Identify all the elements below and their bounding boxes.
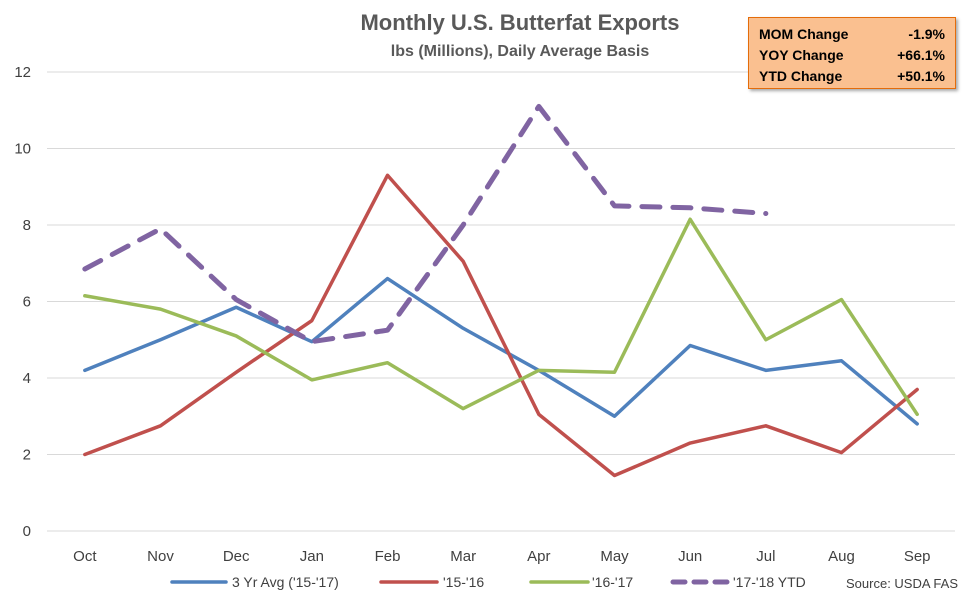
legend-label: '15-'16 <box>443 574 484 590</box>
y-tick-label: 2 <box>23 447 31 464</box>
legend-label: '17-'18 YTD <box>733 574 806 590</box>
stat-label: MOM Change <box>759 26 849 42</box>
x-tick-label: Sep <box>904 548 931 565</box>
stat-label: YOY Change <box>759 47 844 63</box>
series-line-1 <box>83 173 919 478</box>
x-axis-ticks: Oct Nov Dec Jan Feb Mar Apr May Jun Jul Aug Sep <box>73 548 930 565</box>
series-line-3 <box>82 103 769 345</box>
legend: 3 Yr Avg ('15-'17) '15-'16 '16-'17 '17-'18 … <box>170 574 806 590</box>
source-note: Source: USDA FAS <box>846 576 958 591</box>
chart-title: Monthly U.S. Butterfat Exports <box>360 10 679 35</box>
change-summary-box: MOM Change -1.9% YOY Change +66.1% YTD C… <box>748 17 956 89</box>
x-tick-label: Feb <box>375 548 401 565</box>
x-tick-label: Dec <box>223 548 250 565</box>
y-tick-label: 4 <box>23 370 31 387</box>
stat-value: +66.1% <box>897 47 945 63</box>
stat-row-ytd: YTD Change +50.1% <box>759 66 945 87</box>
x-tick-label: Nov <box>147 548 174 565</box>
stat-value: +50.1% <box>897 68 945 84</box>
x-tick-label: Aug <box>828 548 855 565</box>
series-lines <box>82 103 919 478</box>
y-tick-label: 8 <box>23 217 31 234</box>
stat-row-mom: MOM Change -1.9% <box>759 24 945 45</box>
x-tick-label: Jul <box>756 548 775 565</box>
y-tick-label: 10 <box>14 141 31 158</box>
chart-subtitle: lbs (Millions), Daily Average Basis <box>391 43 650 60</box>
gridlines <box>47 71 955 532</box>
y-tick-label: 0 <box>23 523 31 540</box>
stat-row-yoy: YOY Change +66.1% <box>759 45 945 66</box>
y-axis-ticks: 0 2 4 6 8 10 12 <box>14 64 31 540</box>
stat-label: YTD Change <box>759 68 843 84</box>
y-tick-label: 12 <box>14 64 31 81</box>
series-line-2 <box>83 217 919 417</box>
x-tick-label: Mar <box>450 548 476 565</box>
legend-label: 3 Yr Avg ('15-'17) <box>232 574 339 590</box>
stat-value: -1.9% <box>908 26 945 42</box>
x-tick-label: Jun <box>678 548 702 565</box>
x-tick-label: Jan <box>300 548 324 565</box>
x-tick-label: May <box>600 548 629 565</box>
x-tick-label: Oct <box>73 548 97 565</box>
y-tick-label: 6 <box>23 294 31 311</box>
series-line-0 <box>83 276 919 426</box>
legend-label: '16-'17 <box>592 574 633 590</box>
x-tick-label: Apr <box>527 548 550 565</box>
